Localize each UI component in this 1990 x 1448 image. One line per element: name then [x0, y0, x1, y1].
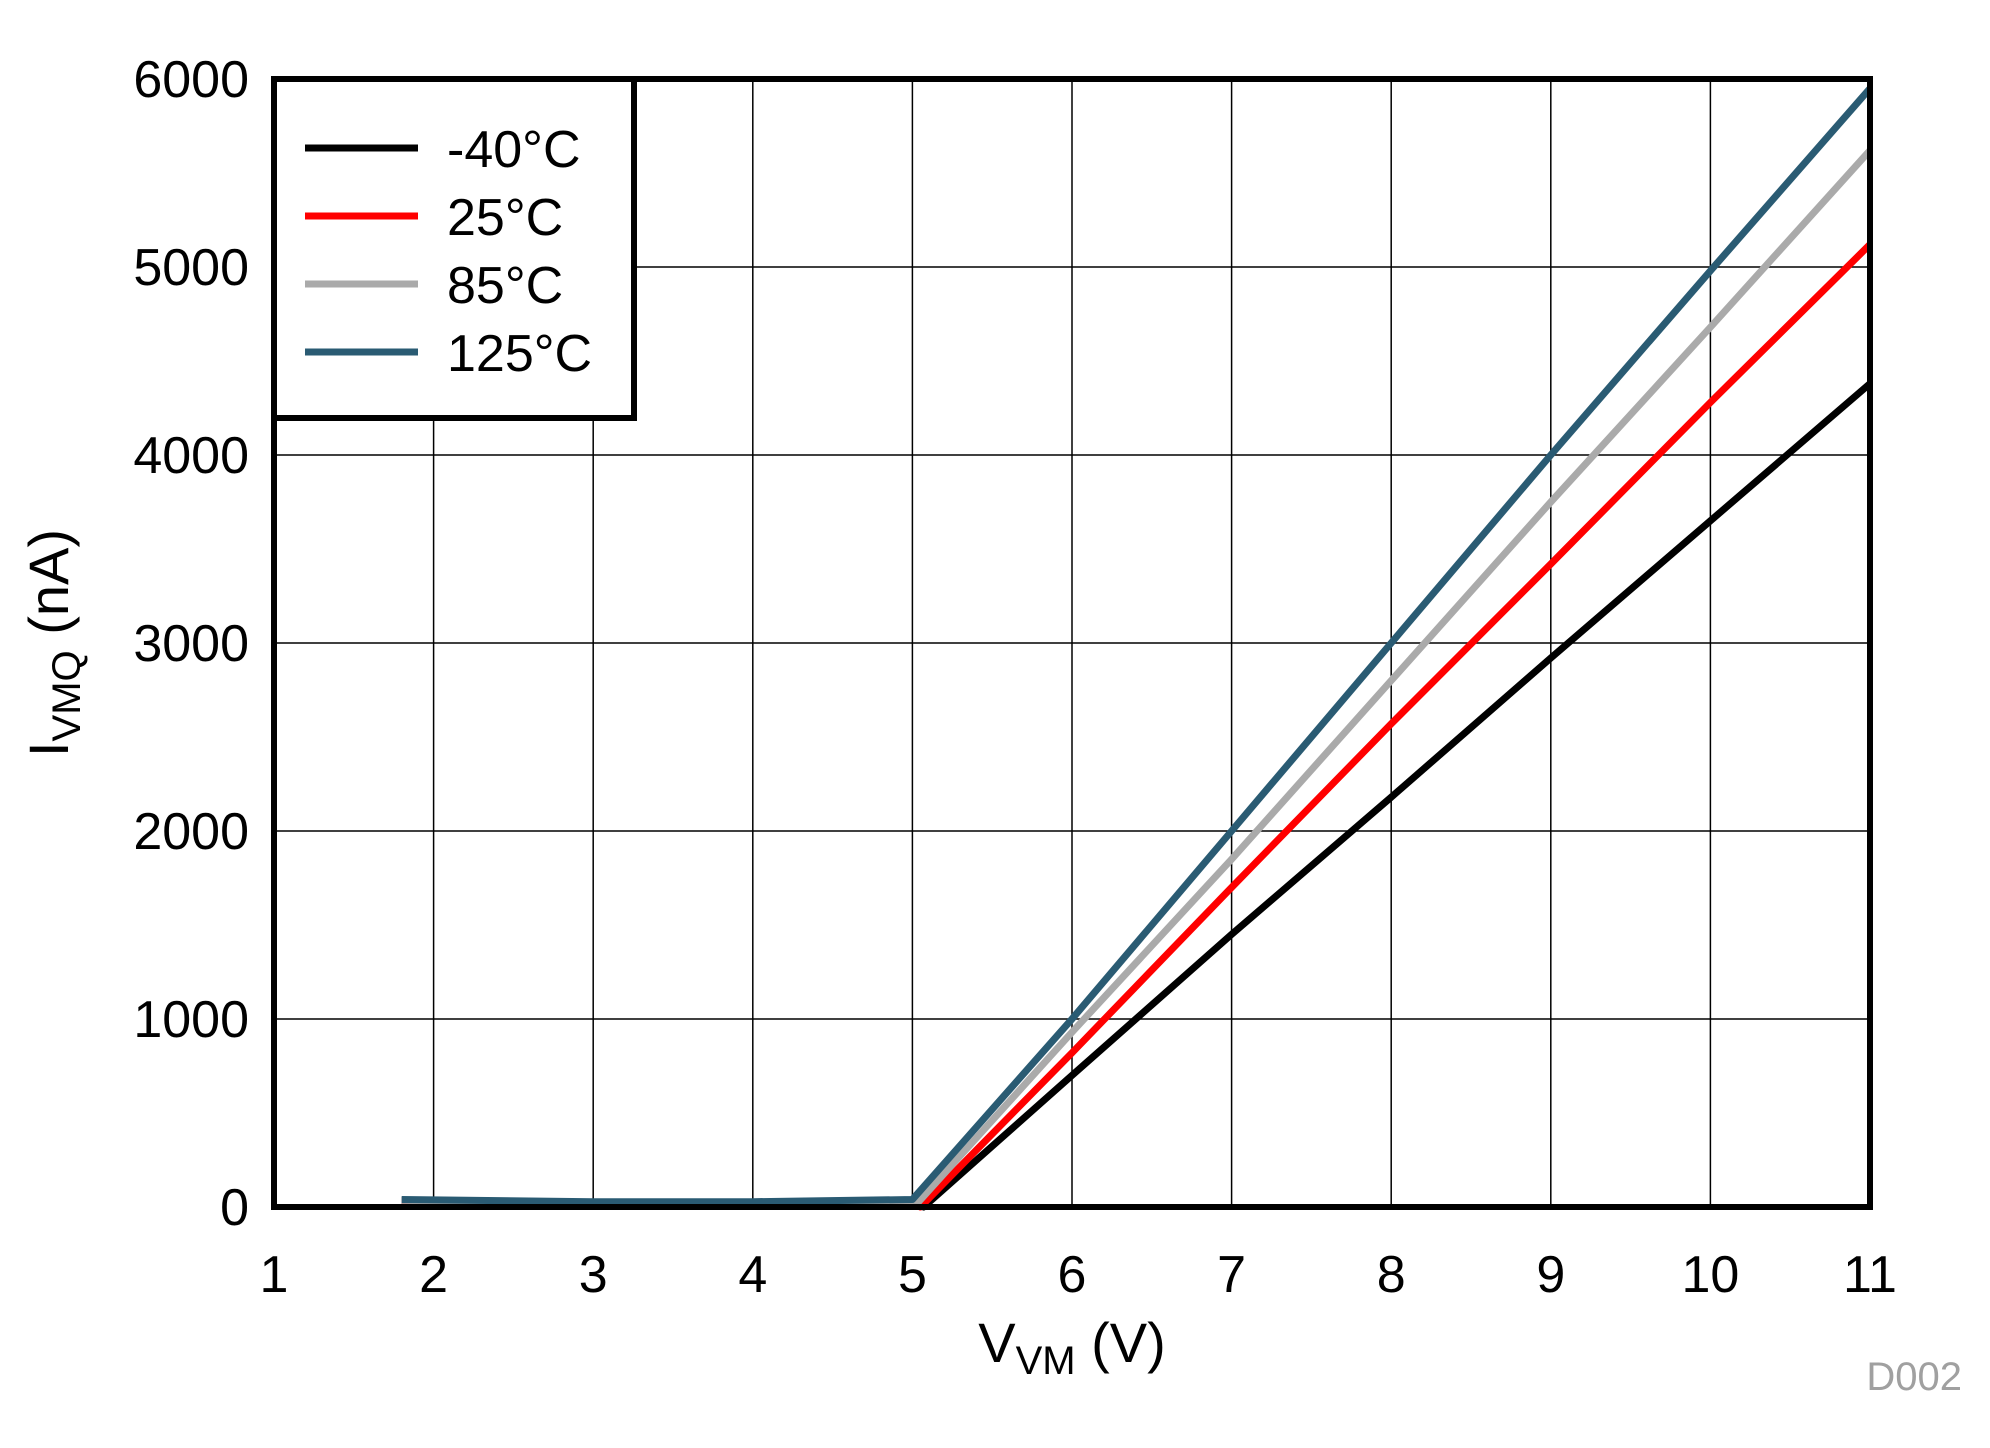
x-tick-label: 11 [1843, 1246, 1897, 1304]
series-lines [401, 86, 1873, 1211]
legend-label: 25°C [447, 189, 563, 247]
x-tick-label: 1 [260, 1246, 289, 1304]
y-tick-label: 0 [220, 1179, 249, 1237]
y-axis-label: IVMQ (nA) [17, 529, 89, 757]
y-tick-label: 2000 [133, 803, 249, 861]
series-line [401, 86, 1873, 1206]
x-tick-labels: 1 2 3 4 5 6 7 8 9 10 11 [260, 1246, 1897, 1304]
plot-frame [271, 76, 1873, 1210]
x-tick-label: 10 [1681, 1246, 1739, 1304]
series-line [401, 380, 1873, 1211]
x-tick-label: 3 [579, 1246, 608, 1304]
y-tick-label: 6000 [133, 51, 249, 109]
y-tick-labels: 0 1000 2000 3000 4000 5000 6000 [133, 51, 249, 1237]
legend: -40°C 25°C 85°C 125°C [271, 76, 637, 421]
y-tick-label: 3000 [133, 615, 249, 673]
x-tick-label: 2 [419, 1246, 448, 1304]
y-tick-label: 1000 [133, 991, 249, 1049]
x-tick-label: 9 [1536, 1246, 1565, 1304]
x-tick-label: 6 [1058, 1246, 1087, 1304]
x-tick-label: 4 [738, 1246, 767, 1304]
x-tick-label: 7 [1217, 1246, 1246, 1304]
legend-box [271, 76, 637, 421]
legend-label: 85°C [447, 257, 563, 315]
x-axis-label: VVM (V) [978, 1311, 1166, 1383]
x-tick-label: 8 [1377, 1246, 1406, 1304]
x-tick-label: 5 [898, 1246, 927, 1304]
y-tick-label: 4000 [133, 427, 249, 485]
legend-label: 125°C [447, 325, 592, 383]
legend-label: -40°C [447, 121, 581, 179]
figure-id: D002 [1866, 1355, 1962, 1399]
y-tick-label: 5000 [133, 239, 249, 297]
